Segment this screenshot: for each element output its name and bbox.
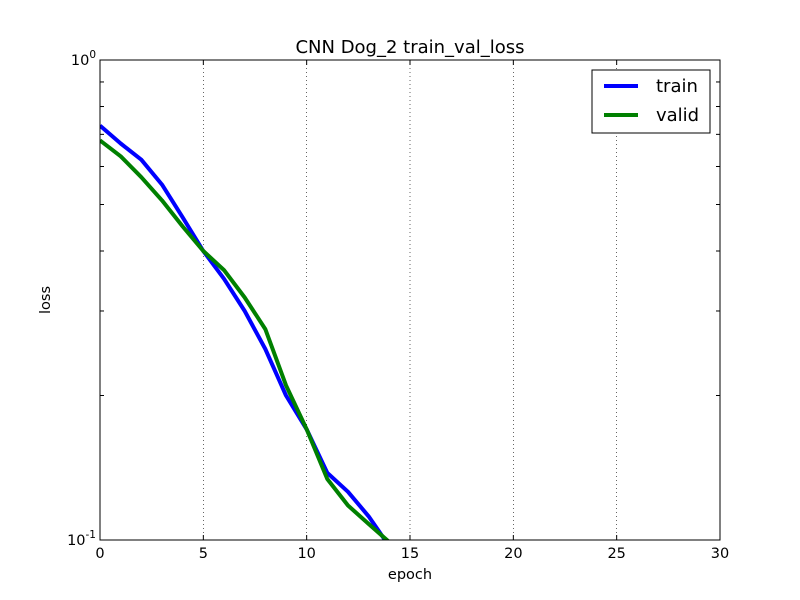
y-tick-labels: 100 10-1 [67,49,96,549]
legend-label-valid: valid [656,105,699,126]
y-tick-label: 10-1 [67,529,96,549]
legend-label-train: train [656,76,698,97]
legend-entries: train valid [604,76,699,126]
series-line-valid [100,138,390,540]
x-tick-label: 25 [607,546,625,562]
y-axis-label: loss [38,286,54,314]
legend-box [591,69,711,134]
x-axis-label: epoch [388,567,432,583]
y-tick-label: 100 [71,49,96,69]
plot-frame [99,59,721,541]
x-tick-labels: 0 5 10 15 20 25 30 [95,546,729,562]
chart-title: CNN Dog_2 train_val_loss [295,37,524,58]
legend: train valid [591,69,711,134]
grid-lines [203,60,617,540]
series-lines [100,124,390,540]
x-tick-label: 5 [199,546,208,562]
x-tick-label: 15 [401,546,419,562]
series-line-train [100,124,388,540]
x-tick-label: 0 [95,546,104,562]
x-tick-label: 30 [711,546,729,562]
x-tick-label: 20 [504,546,522,562]
x-tick-label: 10 [297,546,315,562]
